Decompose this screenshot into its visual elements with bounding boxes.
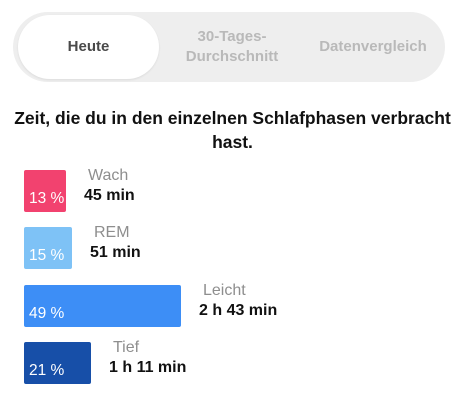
phase-name-leicht: Leicht	[203, 282, 246, 299]
phase-name-tief: Tief	[113, 339, 140, 356]
phase-duration-wach: 45 min	[84, 187, 135, 204]
phase-name-wach: Wach	[88, 167, 129, 184]
tab-heute[interactable]: Heute	[18, 15, 159, 79]
phase-name-rem: REM	[94, 224, 130, 241]
phase-percent-rem: 15 %	[29, 247, 65, 264]
phase-duration-leicht: 2 h 43 min	[199, 302, 278, 319]
phase-bar-wach: 13 %	[24, 170, 66, 212]
phase-percent-wach: 13 %	[29, 190, 65, 207]
tab-datenvergleich[interactable]: Datenvergleich	[305, 12, 441, 82]
phase-percent-tief: 21 %	[29, 362, 65, 379]
section-heading: Zeit, die du in den einzelnen Schlafphas…	[14, 108, 451, 152]
phase-duration-rem: 51 min	[90, 244, 141, 261]
phase-bar-leicht: 49 %	[24, 285, 181, 327]
phase-bar-rem: 15 %	[24, 227, 72, 269]
tab-30-tages-durchschnitt[interactable]: 30-Tages- Durchschnitt	[165, 12, 299, 82]
phase-duration-tief: 1 h 11 min	[109, 359, 187, 376]
tab-heute-label: Heute	[67, 38, 110, 55]
tab-datenvergleich-label: Datenvergleich	[319, 38, 427, 55]
phase-percent-leicht: 49 %	[29, 305, 65, 322]
tab-30-tages-durchschnitt-label: 30-Tages- Durchschnitt	[185, 28, 279, 65]
tab-bar: Heute 30-Tages- Durchschnitt Datenvergle…	[13, 12, 445, 82]
phase-bar-tief: 21 %	[24, 342, 91, 384]
